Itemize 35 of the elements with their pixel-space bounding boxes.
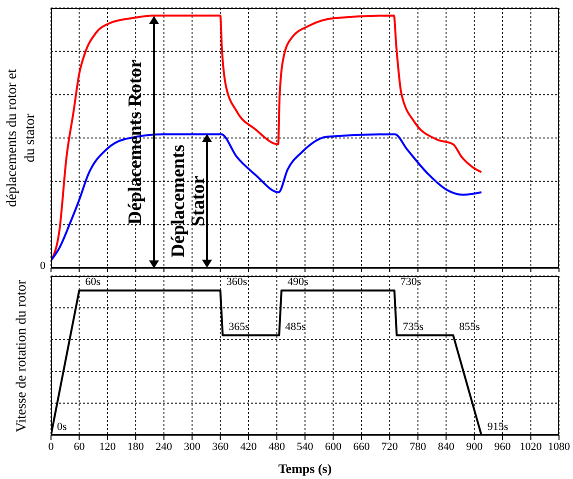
x-tick-label: 600 <box>324 440 342 453</box>
annotation: 0s <box>57 421 67 433</box>
x-tick-label: 420 <box>240 440 258 453</box>
x-tick-label: 660 <box>353 440 370 453</box>
text: 0 <box>40 260 46 272</box>
x-tick-label: 180 <box>127 440 144 453</box>
annotation: 60s <box>85 276 100 288</box>
x-tick-label: 780 <box>410 440 427 453</box>
annotation: 490s <box>287 276 308 288</box>
x-tick-label: 360 <box>212 440 230 453</box>
x-tick-label: 240 <box>156 440 173 453</box>
x-tick-label: 720 <box>381 440 398 453</box>
annotation: 915s <box>487 421 508 433</box>
x-tick-label: 1020 <box>520 440 542 453</box>
annotation: 730s <box>400 276 422 288</box>
annotation: Déplacements Rotor <box>124 58 146 226</box>
y-axis-title: Vitesse de rotation du rotor <box>13 278 30 434</box>
x-tick-label: 120 <box>99 440 116 453</box>
annotation: 735s <box>402 321 424 334</box>
x-tick-label: 840 <box>438 440 455 453</box>
x-tick-label: 540 <box>296 440 314 453</box>
annotation: 365s <box>228 321 250 334</box>
x-tick-label: 300 <box>184 440 201 453</box>
y-axis-title: déplacements du rotor et du stator <box>4 68 39 210</box>
x-tick-label: 480 <box>268 440 286 453</box>
x-tick-label: 900 <box>466 440 484 453</box>
x-tick-label: 60 <box>74 440 86 453</box>
annotation: Déplacements Stator <box>168 144 210 260</box>
x-tick-label: 960 <box>494 440 512 453</box>
annotation: 855s <box>459 321 480 334</box>
x-axis-title: Temps (s) <box>278 461 332 476</box>
x-tick-label: 1080 <box>548 440 570 453</box>
annotation: 360s <box>226 276 248 288</box>
x-tick-label: 0 <box>48 440 54 453</box>
annotation: 485s <box>285 321 306 334</box>
